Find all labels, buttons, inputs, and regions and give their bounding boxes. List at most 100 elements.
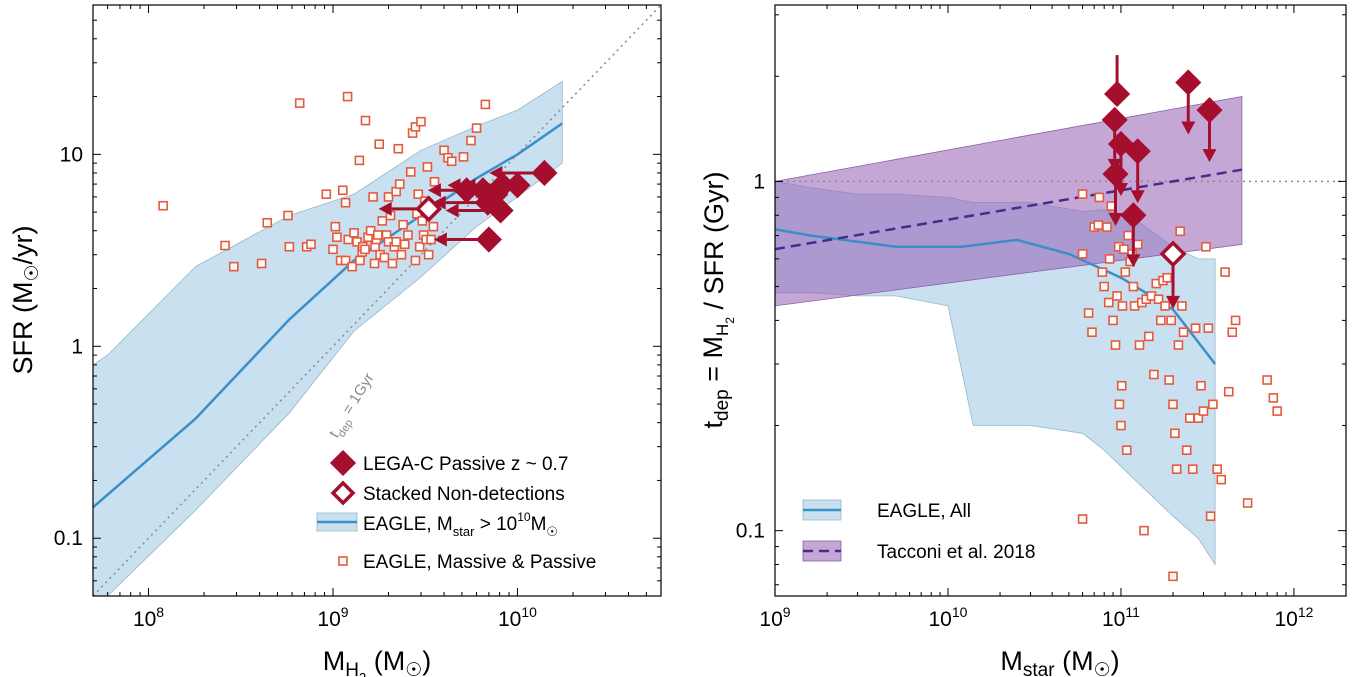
eagle-passive-point xyxy=(306,239,316,250)
eagle-passive-point xyxy=(1168,399,1178,410)
eagle-passive-point xyxy=(1132,239,1143,250)
left-x-tick-label: 108 xyxy=(133,604,164,631)
eagle-passive-point xyxy=(294,98,305,108)
legend-passive-label: EAGLE, Massive & Passive xyxy=(363,552,596,573)
right-x-tick-label: 1010 xyxy=(929,604,968,631)
limit-arrow-head xyxy=(1202,149,1217,163)
eagle-passive-point xyxy=(328,244,338,255)
stacked-nondetection-point xyxy=(1159,240,1187,268)
eagle-passive-point xyxy=(1116,380,1127,391)
eagle-passive-point xyxy=(360,244,370,255)
left-y-axis-label: SFR (M☉/yr) xyxy=(8,225,43,374)
eagle-passive-point xyxy=(426,234,436,245)
legend-passive-marker xyxy=(338,556,348,566)
eagle-passive-point xyxy=(423,249,434,260)
eagle-passive-point xyxy=(340,197,351,208)
eagle-passive-point xyxy=(368,192,378,202)
eagle-passive-point xyxy=(1162,272,1172,283)
limit-arrow-head xyxy=(427,183,441,198)
eagle-passive-point xyxy=(1108,315,1118,326)
eagle-passive-point xyxy=(1173,340,1184,350)
limit-arrow-head xyxy=(1130,190,1145,204)
eagle-passive-point xyxy=(1166,315,1176,326)
right-x-axis-label: Mstar (M☉) xyxy=(1000,646,1119,677)
eagle-passive-point xyxy=(1216,474,1227,485)
eagle-passive-point xyxy=(391,237,401,247)
stacked-nondetection-point xyxy=(415,195,443,223)
eagle-passive-point xyxy=(342,91,353,102)
eagle-passive-point xyxy=(1083,308,1094,318)
eagle-passive-point xyxy=(332,232,342,243)
left-x-tick-label: 109 xyxy=(317,604,348,631)
left-x-axis-label: MH2 (M☉) xyxy=(323,646,432,677)
eagle-passive-point xyxy=(1242,498,1253,508)
left-y-tick-label: 0.1 xyxy=(54,527,83,550)
eagle-passive-point xyxy=(399,239,410,250)
eagle-passive-point xyxy=(1184,413,1195,423)
eagle-passive-point xyxy=(1103,297,1114,308)
eagle-passive-point xyxy=(446,156,457,167)
legend-legac-marker xyxy=(329,449,357,477)
eagle-passive-point xyxy=(429,176,440,187)
eagle-passive-point xyxy=(1272,406,1282,416)
eagle-passive-point xyxy=(1099,281,1109,292)
eagle-passive-point xyxy=(403,230,413,240)
eagle-passive-point xyxy=(1119,244,1129,254)
eagle-passive-point xyxy=(1227,595,1238,596)
right-x-tick-label: 1011 xyxy=(1102,604,1140,631)
eagle-passive-point xyxy=(1102,222,1112,232)
eagle-passive-point xyxy=(284,241,295,252)
right-plot-area xyxy=(775,55,1346,596)
eagle-passive-point xyxy=(1168,571,1178,582)
eagle-passive-point xyxy=(283,210,293,221)
left-chart-panel: tdep = 1Gyr 108 109 1010 0.1 1 10 LEGA-C Passiv… xyxy=(8,4,662,677)
eagle-passive-point xyxy=(1170,428,1180,439)
legac-passive-point xyxy=(504,172,531,199)
eagle-passive-point xyxy=(262,217,273,228)
legend-eagle-label: EAGLE, All xyxy=(877,501,971,522)
eagle-passive-point xyxy=(1114,399,1125,410)
right-y-tick-label: 1 xyxy=(753,170,765,193)
eagle-passive-point xyxy=(466,135,476,146)
eagle-passive-point xyxy=(398,219,408,230)
legac-passive-point xyxy=(531,159,558,187)
eagle-passive-point xyxy=(471,123,482,133)
eagle-passive-point xyxy=(377,216,388,226)
right-x-tick-label: 1012 xyxy=(1274,604,1313,631)
eagle-passive-point xyxy=(1134,340,1145,350)
eagle-passive-point xyxy=(1077,249,1088,259)
eagle-passive-point xyxy=(1196,380,1206,391)
right-x-tick-label: 109 xyxy=(759,604,790,631)
eagle-passive-point xyxy=(1097,267,1108,277)
eagle-passive-point xyxy=(1128,281,1139,292)
legac-passive-point xyxy=(487,197,514,224)
eagle-passive-point xyxy=(1190,323,1201,333)
right-legend: EAGLE, All Tacconi et al. 2018 xyxy=(802,499,1035,563)
eagle-passive-point xyxy=(1077,189,1088,199)
eagle-passive-point xyxy=(220,240,230,251)
legac-passive-point xyxy=(1124,138,1151,165)
limit-arrow-head xyxy=(432,195,446,210)
eagle-passive-point xyxy=(1104,254,1115,264)
legac-passive-point xyxy=(1120,202,1147,229)
eagle-passive-point xyxy=(1181,445,1192,455)
eagle-passive-point xyxy=(1177,301,1187,311)
eagle-passive-point xyxy=(1160,301,1170,311)
legend-stack-label: Stacked Non-detections xyxy=(363,484,565,505)
left-legend: LEGA-C Passive z ~ 0.7 Stacked Non-detect… xyxy=(316,449,596,573)
eagle-passive-point xyxy=(1198,406,1209,416)
eagle-passive-point xyxy=(1164,375,1174,385)
legend-stack-marker xyxy=(330,480,356,506)
eagle-passive-point xyxy=(387,258,398,269)
eagle-passive-point xyxy=(330,221,341,232)
eagle-passive-point xyxy=(337,185,348,196)
eagle-passive-point xyxy=(1220,267,1230,277)
eagle-passive-point xyxy=(1139,525,1149,536)
right-plot-frame xyxy=(774,4,1347,597)
eagle-passive-point xyxy=(355,255,365,266)
eagle-passive-point xyxy=(383,192,394,202)
left-y-tick-label: 1 xyxy=(71,335,83,358)
legac-passive-point xyxy=(1104,80,1131,108)
eagle-passive-point xyxy=(1153,294,1164,304)
